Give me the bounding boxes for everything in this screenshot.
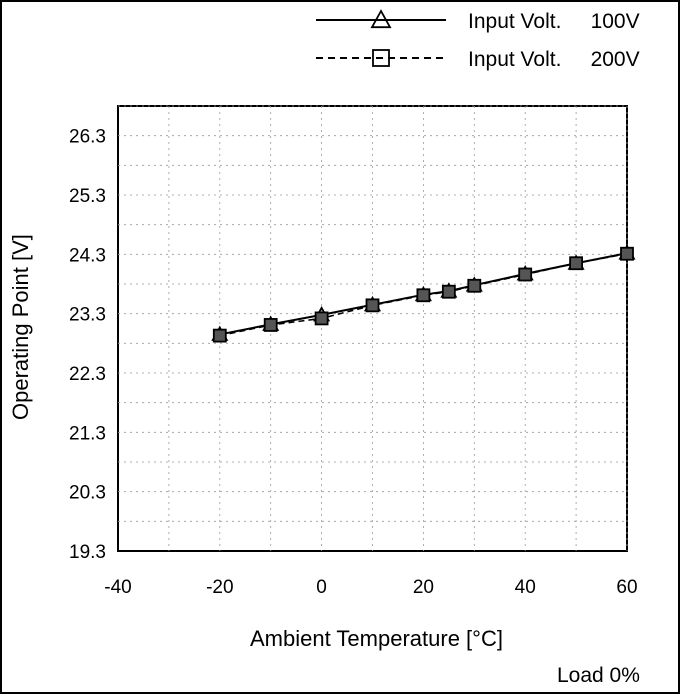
legend-square-icon: [372, 49, 390, 67]
square-marker: [569, 256, 583, 271]
y-tick-label: 20.3: [69, 483, 106, 504]
legend-entry-200v: Input Volt. 200V: [468, 48, 640, 72]
legend-glyphs: [316, 9, 446, 67]
load-note: Load 0%: [557, 664, 640, 687]
y-axis-title: Operating Point [V]: [8, 234, 33, 420]
x-tick-label: -20: [206, 577, 233, 598]
y-tick-label: 23.3: [69, 305, 106, 326]
square-marker: [441, 284, 456, 299]
y-tick-label: 21.3: [69, 423, 106, 444]
square-marker: [467, 278, 482, 293]
series-line: [219, 252, 628, 337]
x-tick-label: 40: [515, 577, 536, 598]
x-tick-label: -40: [104, 577, 131, 598]
x-tick-label: 0: [316, 577, 327, 598]
y-tick-label: 24.3: [69, 245, 106, 266]
legend-entry-100v: Input Volt. 100V: [468, 10, 640, 34]
y-tick-label: 19.3: [69, 542, 106, 563]
legend-label-100v: Input Volt. 100V: [468, 10, 640, 33]
y-axis-ticks: 19.3 20.3 21.3 22.3 23.3 24.3 25.3 26.3: [69, 127, 106, 563]
square-marker: [365, 298, 380, 313]
legend-label-200v: Input Volt. 200V: [468, 48, 640, 71]
legend-triangle-icon: [370, 9, 392, 29]
square-marker: [263, 318, 278, 332]
x-tick-label: 60: [616, 577, 637, 598]
y-tick-label: 25.3: [69, 186, 106, 207]
square-marker: [416, 288, 431, 303]
x-tick-label: 20: [413, 577, 434, 598]
y-tick-label: 22.3: [69, 364, 106, 385]
square-marker: [620, 246, 634, 261]
square-marker: [518, 267, 533, 282]
x-axis-title: Ambient Temperature [°C]: [250, 626, 503, 651]
square-marker: [314, 311, 329, 326]
y-tick-label: 26.3: [69, 127, 106, 148]
square-marker: [212, 328, 227, 343]
series-1: [212, 246, 634, 343]
x-axis-ticks: -40 -20 0 20 40 60: [104, 577, 637, 598]
series-layer: [211, 244, 636, 343]
